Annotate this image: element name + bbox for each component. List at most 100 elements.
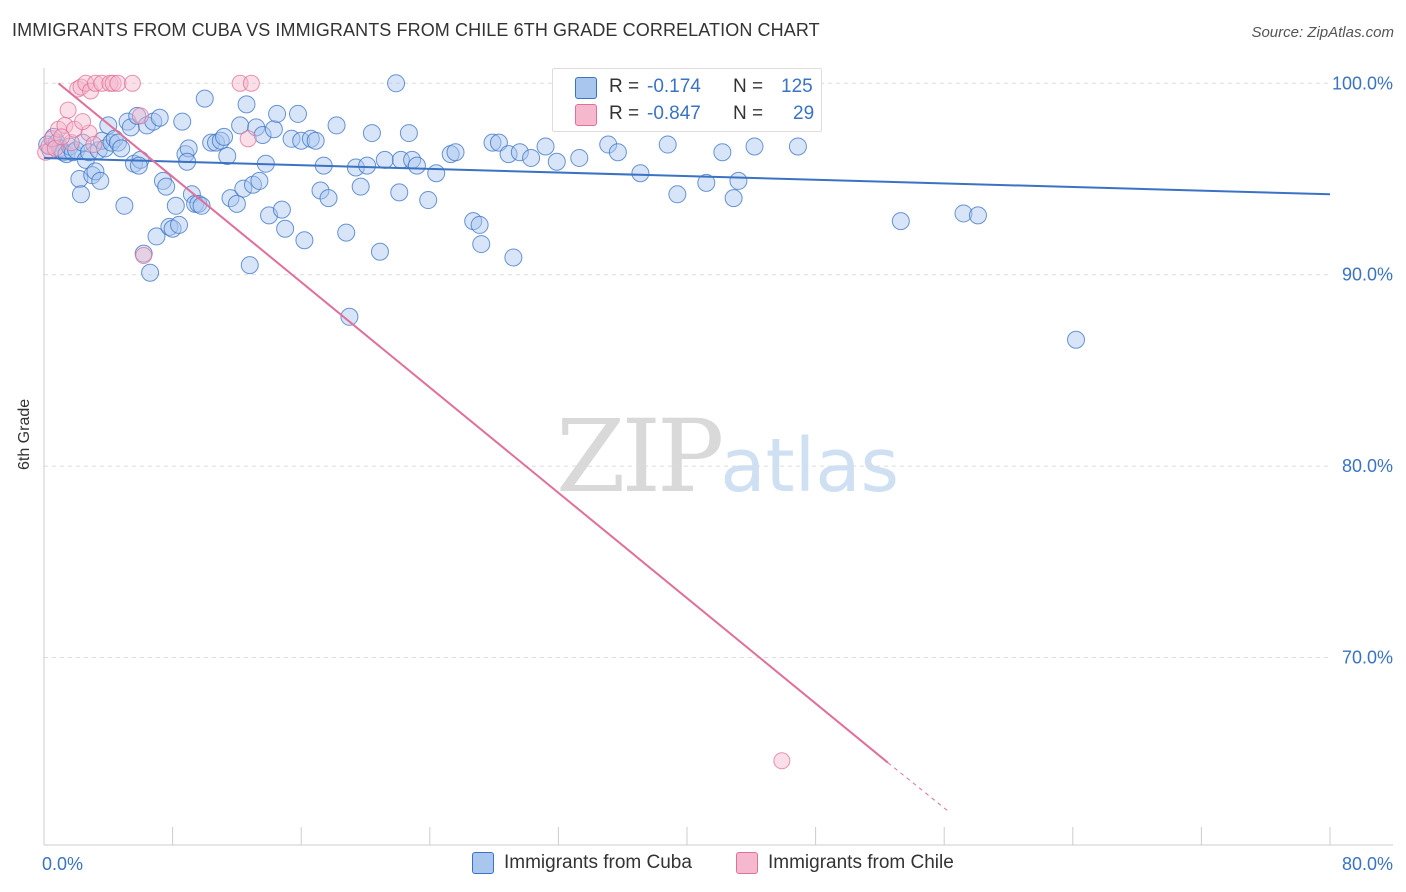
legend-row-chile: R = -0.847 N = 29 [553, 101, 821, 127]
data-point-cuba [128, 106, 147, 125]
legend-n-value-chile: 29 [793, 103, 815, 124]
legend-row-cuba: R = -0.174 N = 125 [553, 74, 821, 100]
data-point-cuba [319, 189, 338, 208]
axes [43, 68, 1393, 846]
data-point-cuba [510, 143, 529, 162]
data-point-cuba [658, 135, 677, 154]
data-point-cuba [599, 135, 618, 154]
data-point-cuba [215, 127, 234, 146]
correlation-legend: R = -0.174 N = 125 R = -0.847 N = 29 [552, 68, 822, 132]
data-point-chile [104, 74, 122, 92]
data-point-cuba [173, 112, 192, 131]
data-point-cuba [268, 104, 287, 123]
bottom-legend-label-cuba: Immigrants from Cuba [504, 852, 692, 873]
data-point-cuba [570, 148, 589, 167]
bottom-legend-swatch-cuba [472, 852, 494, 874]
data-point-cuba [108, 133, 127, 152]
data-point-chile [135, 247, 153, 265]
y-tick-label: 90.0% [1342, 265, 1393, 285]
bottom-legend-label-chile: Immigrants from Chile [768, 852, 954, 873]
legend-n-label: N = [733, 76, 764, 97]
data-point-cuba [358, 156, 377, 175]
data-point-cuba [157, 177, 176, 196]
data-point-cuba [1067, 330, 1086, 349]
data-point-cuba [179, 139, 198, 158]
data-point-cuba [547, 152, 566, 171]
data-point-chile [131, 107, 149, 125]
data-point-cuba [250, 171, 269, 190]
data-point-cuba [390, 183, 409, 202]
data-point-cuba [218, 147, 237, 166]
data-point-cuba [276, 219, 295, 238]
legend-swatch-cuba [575, 77, 597, 99]
data-point-chile [242, 74, 260, 92]
series-chile-points [37, 74, 791, 770]
data-point-cuba [231, 116, 250, 135]
data-point-cuba [71, 185, 90, 204]
data-point-cuba [153, 171, 172, 190]
data-point-cuba [115, 196, 134, 215]
data-point-cuba [118, 112, 137, 131]
data-point-cuba [141, 263, 160, 282]
data-point-cuba [608, 143, 627, 162]
legend-r-label: R = [609, 76, 640, 97]
y-tick-label: 70.0% [1342, 647, 1393, 667]
data-point-cuba [234, 179, 253, 198]
data-point-cuba [264, 120, 283, 139]
data-point-cuba [745, 137, 764, 156]
data-point-cuba [697, 173, 716, 192]
data-point-cuba [253, 125, 272, 144]
source-label[interactable]: Source: ZipAtlas.com [1251, 24, 1394, 41]
bottom-legend-swatch-chile [736, 852, 758, 874]
data-point-cuba [499, 145, 518, 164]
data-point-cuba [192, 196, 211, 215]
data-point-cuba [729, 171, 748, 190]
data-point-cuba [147, 227, 166, 246]
data-point-cuba [195, 89, 214, 108]
data-point-chile [53, 128, 71, 146]
x-tick-label: 80.0% [1342, 854, 1393, 874]
data-point-cuba [375, 150, 394, 169]
data-point-cuba [327, 116, 346, 135]
data-point-cuba [407, 156, 426, 175]
legend-r-value-chile: -0.847 [647, 103, 701, 124]
data-point-cuba [522, 148, 541, 167]
data-point-cuba [668, 185, 687, 204]
legend-r-value-cuba: -0.174 [647, 76, 701, 97]
data-point-cuba [788, 137, 807, 156]
data-point-chile [59, 101, 77, 119]
trend-line-chile-extension [887, 762, 948, 811]
data-point-cuba [472, 235, 491, 254]
data-point-cuba [489, 133, 508, 152]
data-point-cuba [134, 244, 153, 263]
data-point-cuba [968, 206, 987, 225]
data-point-cuba [370, 242, 389, 261]
data-point-cuba [288, 104, 307, 123]
y-tick-label: 100.0% [1332, 73, 1393, 93]
data-point-cuba [337, 223, 356, 242]
legend-r-label: R = [609, 103, 640, 124]
trend-line-chile [57, 82, 889, 764]
data-point-chile [123, 74, 141, 92]
data-point-cuba [112, 139, 131, 158]
y-tick-label: 80.0% [1342, 456, 1393, 476]
data-point-cuba [713, 143, 732, 162]
legend-swatch-chile [575, 104, 597, 126]
legend-n-label: N = [733, 103, 764, 124]
data-point-cuba [91, 171, 110, 190]
data-point-cuba [237, 95, 256, 114]
data-point-cuba [470, 215, 489, 234]
data-point-cuba [170, 215, 189, 234]
data-point-cuba [227, 194, 246, 213]
data-point-cuba [121, 118, 140, 137]
data-point-cuba [631, 164, 650, 183]
data-point-cuba [399, 124, 418, 143]
x-tick-label: 0.0% [42, 854, 83, 874]
data-point-chile [85, 136, 103, 154]
data-point-chile [773, 752, 791, 770]
grid-lines [44, 82, 1330, 658]
chart-title: IMMIGRANTS FROM CUBA VS IMMIGRANTS FROM … [12, 20, 820, 40]
data-point-cuba [536, 137, 555, 156]
data-point-cuba [724, 189, 743, 208]
